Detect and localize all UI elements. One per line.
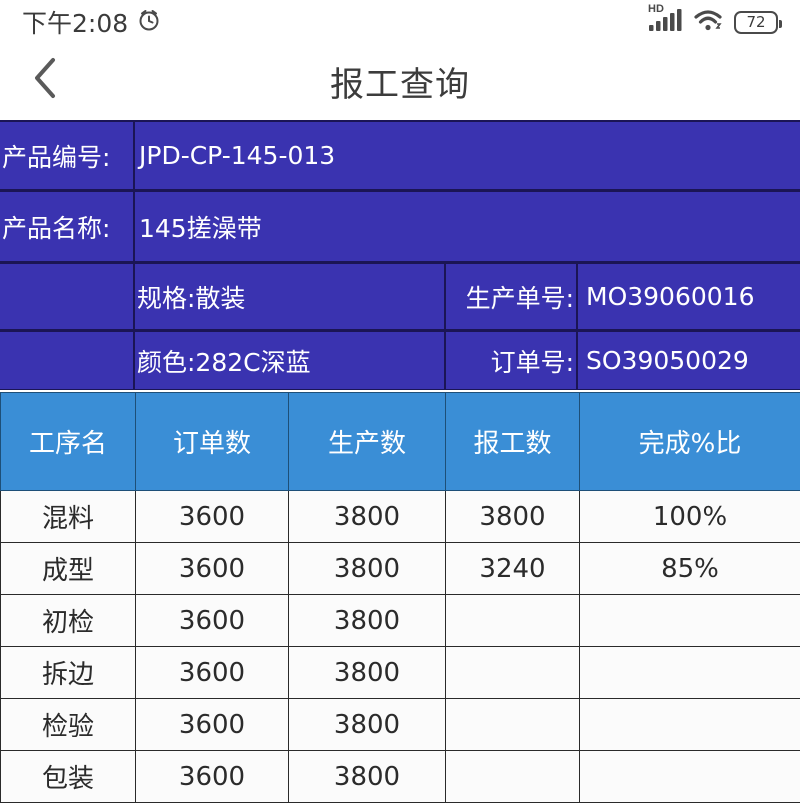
product-name-value: 145搓澡带: [135, 192, 800, 261]
color-spacer: [0, 332, 135, 389]
cellular-signal-icon: HD: [648, 7, 682, 38]
cell-produced-qty: 3800: [289, 751, 446, 803]
cell-order-qty: 3600: [136, 699, 289, 751]
cell-produced-qty: 3800: [289, 595, 446, 647]
cell-produced-qty: 3800: [289, 699, 446, 751]
cell-reported-qty: [446, 647, 580, 699]
product-code-label: 产品编号:: [0, 122, 135, 189]
cell-reported-qty: [446, 751, 580, 803]
battery-icon: 72: [734, 11, 778, 34]
info-row-color-order: 颜色:282C深蓝 订单号: SO39050029: [0, 330, 800, 390]
cell-completion: [580, 647, 800, 699]
product-info-panel: 产品编号: JPD-CP-145-013 产品名称: 145搓澡带 规格:散装 …: [0, 120, 800, 390]
status-bar-right: HD 72: [648, 7, 778, 38]
cell-produced-qty: 3800: [289, 491, 446, 543]
cell-completion: 85%: [580, 543, 800, 595]
table-row[interactable]: 包装 3600 3800: [1, 751, 800, 803]
navigation-bar: 报工查询: [0, 44, 800, 118]
cell-order-qty: 3600: [136, 751, 289, 803]
cell-process: 包装: [1, 751, 136, 803]
color-text: 颜色:282C深蓝: [135, 332, 446, 389]
cell-process: 检验: [1, 699, 136, 751]
status-bar: 下午2:08 HD: [0, 0, 800, 44]
header-reported-qty: 报工数: [446, 393, 580, 491]
info-row-spec-production-order: 规格:散装 生产单号: MO39060016: [0, 262, 800, 330]
table-row[interactable]: 成型 3600 3800 3240 85%: [1, 543, 800, 595]
cell-completion: 100%: [580, 491, 800, 543]
header-completion-pct: 完成%比: [580, 393, 800, 491]
cell-process: 拆边: [1, 647, 136, 699]
table-header-row: 工序名 订单数 生产数 报工数 完成%比: [1, 393, 800, 491]
alarm-clock-icon: [136, 7, 162, 38]
cell-completion: [580, 699, 800, 751]
cell-produced-qty: 3800: [289, 543, 446, 595]
work-report-table: 工序名 订单数 生产数 报工数 完成%比 混料 3600 3800 3800 1…: [0, 392, 800, 803]
table-row[interactable]: 拆边 3600 3800: [1, 647, 800, 699]
cell-order-qty: 3600: [136, 491, 289, 543]
page-title: 报工查询: [0, 44, 800, 118]
status-bar-left: 下午2:08: [22, 4, 162, 40]
battery-level: 72: [746, 15, 765, 30]
cell-process: 成型: [1, 543, 136, 595]
cell-process: 初检: [1, 595, 136, 647]
info-row-product-name: 产品名称: 145搓澡带: [0, 190, 800, 262]
table-row[interactable]: 混料 3600 3800 3800 100%: [1, 491, 800, 543]
table-body: 混料 3600 3800 3800 100% 成型 3600 3800 3240…: [1, 491, 800, 803]
cell-reported-qty: 3800: [446, 491, 580, 543]
cell-completion: [580, 595, 800, 647]
info-row-product-code: 产品编号: JPD-CP-145-013: [0, 120, 800, 190]
spec-text: 规格:散装: [135, 264, 446, 329]
cell-order-qty: 3600: [136, 543, 289, 595]
spec-spacer: [0, 264, 135, 329]
order-value: SO39050029: [578, 332, 800, 389]
cell-produced-qty: 3800: [289, 647, 446, 699]
wifi-icon: [692, 7, 724, 38]
table-head: 工序名 订单数 生产数 报工数 完成%比: [1, 393, 800, 491]
table-row[interactable]: 初检 3600 3800: [1, 595, 800, 647]
cell-order-qty: 3600: [136, 647, 289, 699]
table-row[interactable]: 检验 3600 3800: [1, 699, 800, 751]
production-order-label: 生产单号:: [446, 264, 578, 329]
hd-label: HD: [648, 3, 664, 15]
production-order-value: MO39060016: [578, 264, 800, 329]
cell-order-qty: 3600: [136, 595, 289, 647]
cell-completion: [580, 751, 800, 803]
product-code-value: JPD-CP-145-013: [135, 122, 800, 189]
header-order-qty: 订单数: [136, 393, 289, 491]
order-label: 订单号:: [446, 332, 578, 389]
status-time: 下午2:08: [22, 4, 128, 40]
product-name-label: 产品名称:: [0, 192, 135, 261]
cell-process: 混料: [1, 491, 136, 543]
cell-reported-qty: [446, 595, 580, 647]
header-process-name: 工序名: [1, 393, 136, 491]
cell-reported-qty: [446, 699, 580, 751]
cell-reported-qty: 3240: [446, 543, 580, 595]
header-produced-qty: 生产数: [289, 393, 446, 491]
